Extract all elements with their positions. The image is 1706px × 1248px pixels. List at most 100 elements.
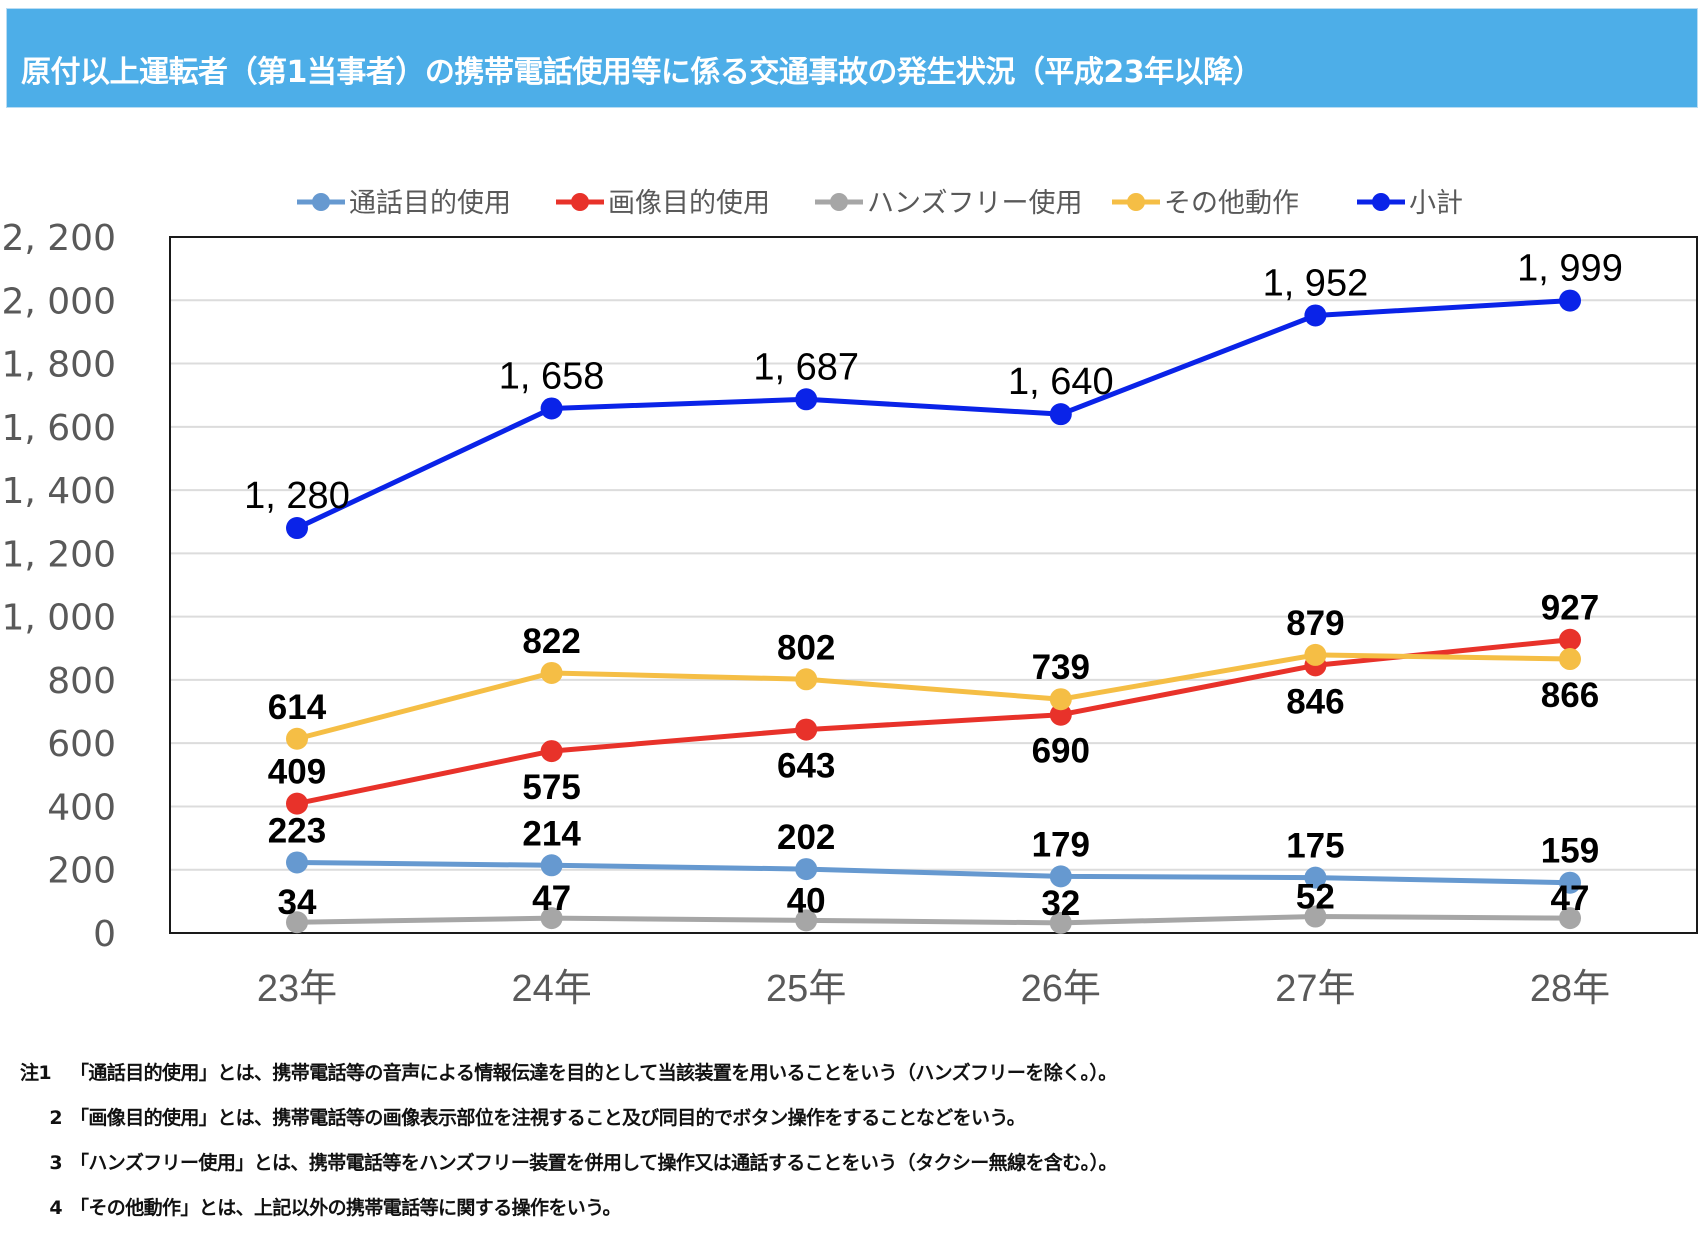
- legend-marker-icon: [830, 193, 848, 211]
- data-label: 1, 658: [499, 355, 605, 397]
- data-label: 1, 952: [1263, 262, 1369, 304]
- data-label: 1, 280: [244, 475, 350, 517]
- data-label: 643: [777, 747, 835, 786]
- data-point: [540, 740, 563, 763]
- y-tick-label: 200: [47, 851, 116, 892]
- y-tick-label: 1, 800: [1, 345, 116, 386]
- data-point: [1304, 866, 1327, 889]
- x-tick-label: 25年: [766, 968, 846, 1010]
- title-bar: 原付以上運転者（第1当事者）の携帯電話使用等に係る交通事故の発生状況（平成23年…: [6, 8, 1698, 108]
- data-label: 175: [1286, 827, 1344, 866]
- series-line: [295, 298, 1571, 531]
- line-chart: 0 200 400 600 800 1, 000 1, 200 1, 400 1, 600 1, …: [1, 188, 1698, 1010]
- y-tick-label: 1, 000: [1, 598, 116, 639]
- data-label: 214: [522, 814, 581, 853]
- data-label: 202: [777, 818, 835, 857]
- y-tick-label: 0: [93, 914, 116, 955]
- data-labels: 223 214 202 179 175 159 409 575 643 690 846 927 34 47…: [244, 248, 1623, 923]
- data-point: [1559, 907, 1581, 930]
- data-label: 739: [1032, 648, 1090, 687]
- data-point: [795, 718, 818, 741]
- data-point: [1304, 304, 1327, 327]
- data-label: 1, 640: [1008, 361, 1114, 403]
- legend-label: ハンズフリー使用: [867, 188, 1082, 219]
- data-point: [1304, 643, 1327, 666]
- data-point: [1559, 871, 1581, 894]
- note-text: 「通話目的使用」とは、携帯電話等の音声による情報伝達を目的として当該装置を用いる…: [70, 1062, 1117, 1084]
- legend-label: 画像目的使用: [608, 188, 770, 219]
- y-tick-label: 600: [47, 724, 116, 765]
- data-point: [795, 858, 818, 881]
- data-label: 822: [522, 622, 580, 661]
- data-label: 52: [1296, 878, 1335, 917]
- data-point: [286, 792, 308, 815]
- data-label: 690: [1032, 732, 1090, 771]
- data-label: 866: [1541, 676, 1599, 715]
- data-label: 34: [278, 883, 317, 922]
- y-axis: 0 200 400 600 800 1, 000 1, 200 1, 400 1, 600 1, …: [1, 218, 116, 955]
- data-point: [540, 907, 563, 930]
- data-point: [286, 727, 308, 750]
- data-label: 223: [268, 811, 326, 850]
- note-number: 2: [49, 1107, 62, 1129]
- y-tick-label: 400: [47, 787, 116, 828]
- data-label: 1, 687: [753, 346, 859, 388]
- y-tick-label: 1, 200: [1, 534, 116, 575]
- series-1: [286, 851, 1581, 894]
- data-label: 614: [268, 688, 327, 727]
- data-point: [1049, 688, 1072, 711]
- y-tick-label: 2, 200: [1, 218, 116, 259]
- legend-label: 通話目的使用: [349, 188, 511, 219]
- data-point: [286, 851, 308, 874]
- data-point: [795, 388, 818, 411]
- series-5: [286, 289, 1581, 540]
- legend-item: ハンズフリー使用: [815, 188, 1082, 219]
- data-point: [540, 854, 563, 877]
- note-4: 4 「その他動作」とは、上記以外の携帯電話等に関する操作をいう。: [20, 1193, 1117, 1238]
- data-label: 159: [1541, 832, 1599, 871]
- note-2: 2 「画像目的使用」とは、携帯電話等の画像表示部位を注視すること及び同目的でボタン…: [20, 1103, 1117, 1148]
- data-label: 1, 999: [1517, 248, 1623, 290]
- data-point: [1304, 905, 1327, 928]
- chart-title: 原付以上運転者（第1当事者）の携帯電話使用等に係る交通事故の発生状況（平成23年…: [21, 55, 1263, 90]
- data-point: [1049, 865, 1072, 888]
- data-point: [540, 661, 563, 684]
- note-number: 注1: [20, 1062, 52, 1084]
- legend-item: 画像目的使用: [556, 188, 770, 219]
- series-line: [296, 652, 1571, 742]
- note-text: 「ハンズフリー使用」とは、携帯電話等をハンズフリー装置を併用して操作又は通話する…: [70, 1152, 1117, 1174]
- y-tick-label: 2, 000: [1, 281, 116, 322]
- data-label: 879: [1286, 604, 1344, 643]
- series-line: [296, 637, 1571, 807]
- note-text: 「その他動作」とは、上記以外の携帯電話等に関する操作をいう。: [70, 1197, 621, 1219]
- data-point: [795, 909, 818, 932]
- series-line: [296, 859, 1571, 886]
- data-point: [286, 911, 308, 934]
- data-label: 32: [1041, 884, 1080, 923]
- data-point: [795, 668, 818, 691]
- series-line: [296, 914, 1571, 926]
- data-point: [1559, 628, 1581, 651]
- x-tick-label: 28年: [1530, 968, 1610, 1010]
- series: [286, 289, 1581, 934]
- notes: 注1 「通話目的使用」とは、携帯電話等の音声による情報伝達を目的として当該装置を用…: [20, 1058, 1117, 1238]
- data-label: 179: [1032, 825, 1090, 864]
- data-point: [1559, 648, 1581, 671]
- data-label: 802: [777, 628, 835, 667]
- legend: 通話目的使用 画像目的使用 ハンズフリー使用 その他動作 小計: [297, 188, 1463, 219]
- data-point: [540, 397, 563, 420]
- legend-label: 小計: [1409, 188, 1463, 219]
- gridlines: [170, 299, 1697, 871]
- y-tick-label: 1, 600: [1, 408, 116, 449]
- data-label: 575: [522, 768, 580, 807]
- data-point: [286, 517, 308, 540]
- data-label: 846: [1286, 682, 1344, 721]
- x-axis: 23年 24年 25年 26年 27年 28年: [257, 968, 1610, 1010]
- legend-marker-icon: [312, 193, 330, 211]
- data-label: 927: [1541, 589, 1599, 628]
- y-tick-label: 800: [47, 661, 116, 702]
- series-3: [286, 905, 1581, 934]
- data-point: [1049, 703, 1072, 726]
- legend-item: 通話目的使用: [297, 188, 511, 219]
- x-tick-label: 23年: [257, 968, 337, 1010]
